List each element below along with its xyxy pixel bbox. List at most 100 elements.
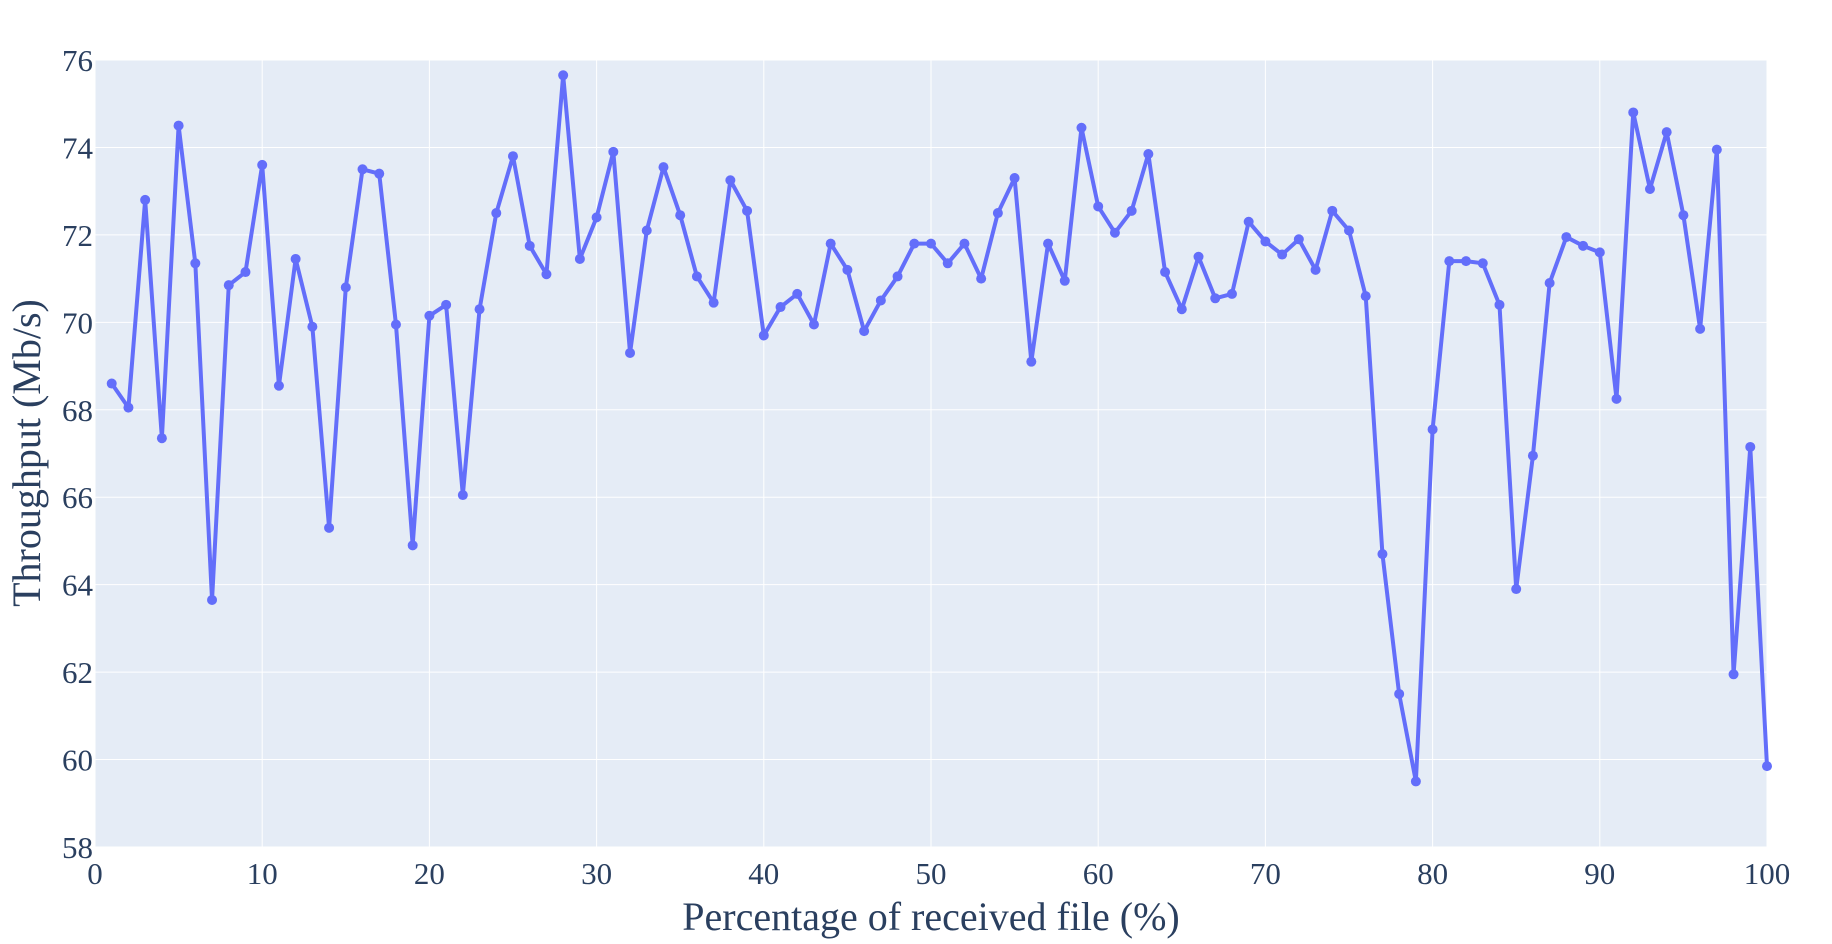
data-point — [1126, 205, 1137, 216]
data-point — [1611, 393, 1622, 404]
y-tick-label: 72 — [62, 218, 93, 253]
data-point — [524, 240, 535, 251]
data-point — [340, 282, 351, 293]
data-point — [608, 146, 619, 157]
data-point — [926, 238, 936, 249]
data-point — [742, 205, 753, 216]
data-point — [441, 299, 452, 310]
data-point — [1026, 356, 1037, 367]
y-tick-label: 68 — [62, 393, 93, 428]
data-point — [942, 258, 953, 269]
y-tick-label: 64 — [62, 568, 94, 603]
data-point — [1076, 122, 1087, 133]
data-point — [1628, 107, 1639, 118]
data-point — [1695, 323, 1706, 334]
data-point — [691, 271, 702, 282]
data-point — [1728, 669, 1739, 680]
data-point — [1009, 173, 1020, 184]
data-point — [842, 264, 853, 275]
x-tick-label: 70 — [1250, 856, 1281, 891]
data-point — [474, 304, 485, 315]
data-point — [257, 159, 268, 170]
y-tick-label: 70 — [62, 305, 93, 340]
data-point — [976, 273, 987, 284]
data-point — [1678, 210, 1689, 221]
data-point — [1226, 288, 1237, 299]
data-point — [1293, 234, 1304, 245]
data-point — [1410, 776, 1421, 787]
data-point — [758, 330, 769, 341]
data-point — [407, 540, 418, 551]
data-point — [1594, 247, 1605, 258]
data-point — [1093, 201, 1104, 212]
data-point — [675, 210, 686, 221]
x-tick-label: 80 — [1417, 856, 1448, 891]
y-tick-label: 76 — [62, 43, 93, 78]
y-tick-label: 62 — [62, 655, 93, 690]
data-point — [324, 522, 335, 533]
data-point — [574, 253, 585, 264]
data-point — [825, 238, 836, 249]
data-point — [190, 258, 201, 269]
x-tick-label: 60 — [1083, 856, 1114, 891]
y-tick-label: 74 — [62, 130, 94, 165]
data-point — [1109, 227, 1120, 238]
data-point — [156, 433, 167, 444]
data-point — [457, 490, 468, 501]
data-point — [959, 238, 970, 249]
x-tick-label: 20 — [414, 856, 445, 891]
data-point — [374, 168, 385, 179]
data-point — [725, 175, 736, 186]
data-point — [1527, 450, 1538, 461]
y-tick-label: 60 — [62, 743, 93, 778]
data-point — [1762, 761, 1772, 772]
data-point — [357, 164, 368, 175]
data-point — [1745, 441, 1756, 452]
data-point — [558, 70, 569, 81]
grid-lines — [94, 59, 1768, 848]
x-tick-label: 10 — [247, 856, 278, 891]
series-line — [110, 73, 1769, 784]
data-point — [859, 326, 870, 337]
data-point — [1059, 275, 1070, 286]
data-point — [307, 321, 318, 332]
data-point — [1494, 299, 1505, 310]
data-point — [390, 319, 401, 330]
y-axis-title: Throughput (Mb/s) — [4, 299, 49, 607]
x-tick-label: 40 — [748, 856, 779, 891]
x-tick-label: 30 — [581, 856, 612, 891]
data-point — [1461, 256, 1472, 267]
data-point — [909, 238, 920, 249]
data-point — [1427, 424, 1438, 435]
data-point — [1644, 183, 1655, 194]
x-tick-label: 0 — [87, 856, 103, 891]
data-point — [591, 212, 602, 223]
data-point — [1344, 225, 1354, 236]
data-point — [123, 402, 134, 413]
data-point — [1477, 258, 1488, 269]
data-point — [1260, 236, 1271, 247]
data-point — [1377, 549, 1388, 560]
data-point — [792, 288, 803, 299]
data-point — [1578, 240, 1589, 251]
data-point — [708, 297, 719, 308]
data-point — [892, 271, 903, 282]
data-point — [173, 120, 184, 131]
x-tick-label: 100 — [1744, 856, 1791, 891]
data-point — [1176, 304, 1187, 315]
data-point — [1444, 256, 1455, 267]
data-point — [207, 594, 218, 605]
y-axis-ticks: 58 60 62 64 66 68 70 72 74 76 — [62, 43, 94, 865]
data-point — [106, 378, 117, 389]
data-point — [625, 347, 636, 358]
y-tick-label: 58 — [62, 830, 93, 865]
data-point — [508, 151, 518, 162]
x-tick-label: 50 — [916, 856, 947, 891]
x-axis-ticks: 0 10 20 30 40 50 60 70 80 90 100 — [87, 856, 1790, 891]
data-point — [140, 194, 151, 205]
data-point — [1544, 277, 1555, 288]
data-point — [240, 267, 251, 278]
data-point — [1511, 584, 1522, 595]
data-point — [541, 269, 552, 280]
